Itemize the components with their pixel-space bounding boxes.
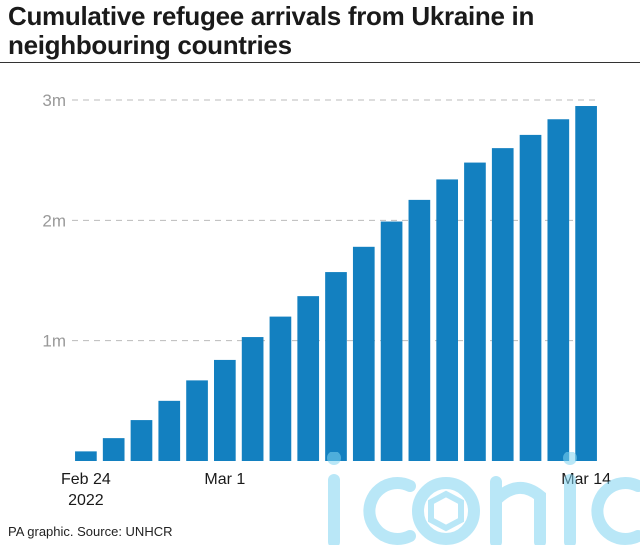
bar-mar-4 [297, 296, 320, 461]
bar-feb-25 [102, 438, 125, 461]
bars [75, 106, 597, 462]
bar-mar-13 [547, 119, 570, 462]
bar-mar-10 [464, 162, 486, 461]
x-tick-label-line: Feb 24 [61, 471, 111, 488]
bar-feb-27 [158, 400, 181, 461]
bar-mar-1 [214, 359, 236, 461]
y-tick-label: 2m [42, 211, 66, 230]
title-divider [0, 62, 640, 63]
bar-mar-8 [408, 199, 431, 462]
x-tick-label-line: Mar 1 [204, 471, 245, 488]
bar-mar-7 [380, 221, 403, 461]
y-tick-label: 3m [42, 91, 66, 110]
x-tick-label-line: 2022 [68, 492, 104, 509]
bar-mar-11 [491, 148, 514, 461]
bar-feb-24 [75, 451, 97, 461]
bar-mar-14 [575, 106, 597, 462]
y-tick-label: 1m [42, 332, 66, 351]
bar-feb-26 [130, 420, 153, 461]
iconic-watermark [327, 452, 640, 545]
x-tick-label: Mar 1 [204, 471, 245, 488]
bar-mar-5 [325, 272, 347, 461]
bar-mar-2 [241, 337, 264, 461]
bar-mar-12 [519, 134, 542, 461]
x-tick-label: Feb 24 2022 [61, 471, 111, 509]
chart-title: Cumulative refugee arrivals from Ukraine… [8, 1, 535, 60]
source-note: PA graphic. Source: UNHCR [8, 524, 173, 539]
y-tick-labels: 1m 2m 3m [42, 91, 66, 351]
bar-mar-3 [269, 316, 292, 461]
bar-mar-6 [352, 246, 375, 461]
bar-feb-28 [186, 380, 208, 461]
bar-mar-9 [436, 179, 458, 462]
